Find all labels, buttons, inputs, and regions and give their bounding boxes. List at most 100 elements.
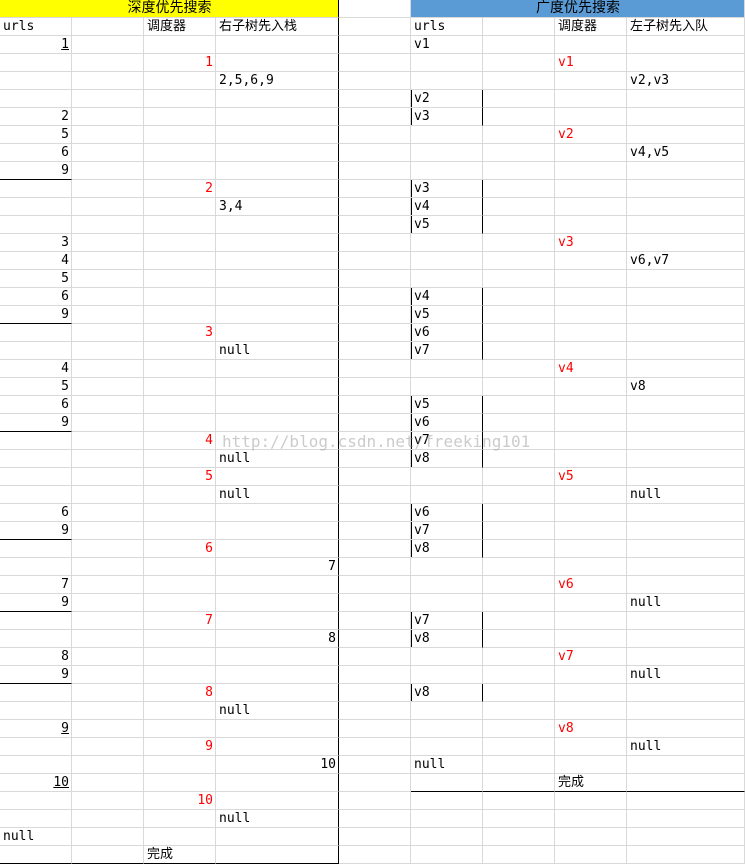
empty-cell[interactable] bbox=[144, 450, 216, 468]
empty-cell[interactable] bbox=[627, 360, 745, 378]
spacer-cell[interactable] bbox=[339, 54, 411, 72]
empty-cell[interactable] bbox=[216, 504, 339, 522]
spacer-cell[interactable] bbox=[339, 324, 411, 342]
empty-cell[interactable] bbox=[627, 396, 745, 414]
bfs-urls-cell[interactable]: v8 bbox=[411, 630, 483, 648]
dfs-stack-cell[interactable]: null bbox=[216, 486, 339, 504]
bfs-urls-cell[interactable]: v5 bbox=[411, 216, 483, 234]
empty-cell[interactable] bbox=[411, 72, 483, 90]
dfs-stack-cell[interactable]: 8 bbox=[216, 630, 339, 648]
empty-cell[interactable] bbox=[411, 792, 483, 810]
empty-cell[interactable] bbox=[216, 270, 339, 288]
empty-cell[interactable] bbox=[555, 522, 627, 540]
dfs-urls-header[interactable]: urls bbox=[0, 18, 72, 36]
empty-cell[interactable] bbox=[555, 432, 627, 450]
dfs-stack-cell[interactable]: null bbox=[216, 702, 339, 720]
empty-cell[interactable] bbox=[0, 342, 72, 360]
bfs-urls-cell[interactable]: v7 bbox=[411, 432, 483, 450]
empty-cell[interactable] bbox=[144, 108, 216, 126]
bfs-scheduler-cell[interactable]: v7 bbox=[555, 648, 627, 666]
bfs-status-cell[interactable]: 完成 bbox=[555, 774, 627, 792]
spacer-cell[interactable] bbox=[339, 486, 411, 504]
empty-cell[interactable] bbox=[216, 414, 339, 432]
spacer-cell[interactable] bbox=[339, 360, 411, 378]
spacer-cell[interactable] bbox=[339, 540, 411, 558]
bfs-urls-cell[interactable]: v4 bbox=[411, 288, 483, 306]
bfs-urls-cell[interactable]: v8 bbox=[411, 684, 483, 702]
dfs-urls-cell[interactable]: 3 bbox=[0, 234, 72, 252]
empty-cell[interactable] bbox=[555, 846, 627, 864]
empty-cell[interactable] bbox=[72, 468, 144, 486]
empty-cell[interactable] bbox=[627, 198, 745, 216]
empty-cell[interactable] bbox=[555, 756, 627, 774]
empty-cell[interactable] bbox=[483, 432, 555, 450]
empty-cell[interactable] bbox=[411, 468, 483, 486]
empty-cell[interactable] bbox=[627, 36, 745, 54]
empty-cell[interactable] bbox=[72, 486, 144, 504]
spacer-cell[interactable] bbox=[339, 810, 411, 828]
bfs-scheduler-cell[interactable]: v5 bbox=[555, 468, 627, 486]
empty-cell[interactable] bbox=[144, 36, 216, 54]
empty-cell[interactable] bbox=[483, 36, 555, 54]
empty-cell[interactable] bbox=[144, 162, 216, 180]
empty-cell[interactable] bbox=[555, 144, 627, 162]
empty-cell[interactable] bbox=[411, 846, 483, 864]
empty-cell[interactable] bbox=[555, 828, 627, 846]
bfs-urls-cell[interactable]: v1 bbox=[411, 36, 483, 54]
empty-cell[interactable] bbox=[144, 198, 216, 216]
empty-cell[interactable] bbox=[0, 558, 72, 576]
empty-cell[interactable] bbox=[555, 558, 627, 576]
empty-cell[interactable] bbox=[0, 540, 72, 558]
empty-cell[interactable] bbox=[555, 324, 627, 342]
dfs-stack-header[interactable]: 右子树先入栈 bbox=[216, 18, 339, 36]
empty-cell[interactable] bbox=[72, 36, 144, 54]
dfs-stack-cell[interactable]: 3,4 bbox=[216, 198, 339, 216]
spacer-cell[interactable] bbox=[339, 144, 411, 162]
spacer-cell[interactable] bbox=[339, 0, 411, 18]
bfs-urls-cell[interactable]: v6 bbox=[411, 414, 483, 432]
empty-cell[interactable] bbox=[72, 180, 144, 198]
dfs-urls-cell[interactable]: 9 bbox=[0, 162, 72, 180]
empty-cell[interactable] bbox=[483, 774, 555, 792]
empty-cell[interactable] bbox=[627, 216, 745, 234]
dfs-status-cell[interactable]: 完成 bbox=[144, 846, 216, 864]
empty-cell[interactable] bbox=[72, 504, 144, 522]
empty-cell[interactable] bbox=[483, 180, 555, 198]
empty-cell[interactable] bbox=[483, 54, 555, 72]
empty-cell[interactable] bbox=[555, 378, 627, 396]
empty-cell[interactable] bbox=[627, 756, 745, 774]
empty-cell[interactable] bbox=[0, 810, 72, 828]
dfs-urls-cell[interactable]: 5 bbox=[0, 270, 72, 288]
empty-cell[interactable] bbox=[72, 18, 144, 36]
dfs-urls-cell[interactable]: 10 bbox=[0, 774, 72, 792]
dfs-stack-cell[interactable]: null bbox=[216, 810, 339, 828]
empty-cell[interactable] bbox=[555, 504, 627, 522]
empty-cell[interactable] bbox=[72, 90, 144, 108]
empty-cell[interactable] bbox=[72, 396, 144, 414]
spacer-cell[interactable] bbox=[339, 288, 411, 306]
empty-cell[interactable] bbox=[483, 738, 555, 756]
empty-cell[interactable] bbox=[144, 414, 216, 432]
empty-cell[interactable] bbox=[72, 126, 144, 144]
spacer-cell[interactable] bbox=[339, 396, 411, 414]
dfs-urls-cell[interactable]: 7 bbox=[0, 576, 72, 594]
dfs-urls-cell[interactable]: 5 bbox=[0, 378, 72, 396]
empty-cell[interactable] bbox=[483, 666, 555, 684]
empty-cell[interactable] bbox=[483, 378, 555, 396]
bfs-scheduler-cell[interactable]: v6 bbox=[555, 576, 627, 594]
empty-cell[interactable] bbox=[0, 432, 72, 450]
empty-cell[interactable] bbox=[555, 414, 627, 432]
empty-cell[interactable] bbox=[627, 180, 745, 198]
empty-cell[interactable] bbox=[144, 486, 216, 504]
dfs-scheduler-cell[interactable]: 7 bbox=[144, 612, 216, 630]
bfs-queue-cell[interactable]: null bbox=[627, 666, 745, 684]
empty-cell[interactable] bbox=[483, 72, 555, 90]
empty-cell[interactable] bbox=[555, 540, 627, 558]
empty-cell[interactable] bbox=[411, 774, 483, 792]
spacer-cell[interactable] bbox=[339, 90, 411, 108]
spacer-cell[interactable] bbox=[339, 72, 411, 90]
empty-cell[interactable] bbox=[144, 702, 216, 720]
empty-cell[interactable] bbox=[483, 360, 555, 378]
dfs-urls-cell[interactable]: 8 bbox=[0, 648, 72, 666]
empty-cell[interactable] bbox=[216, 360, 339, 378]
